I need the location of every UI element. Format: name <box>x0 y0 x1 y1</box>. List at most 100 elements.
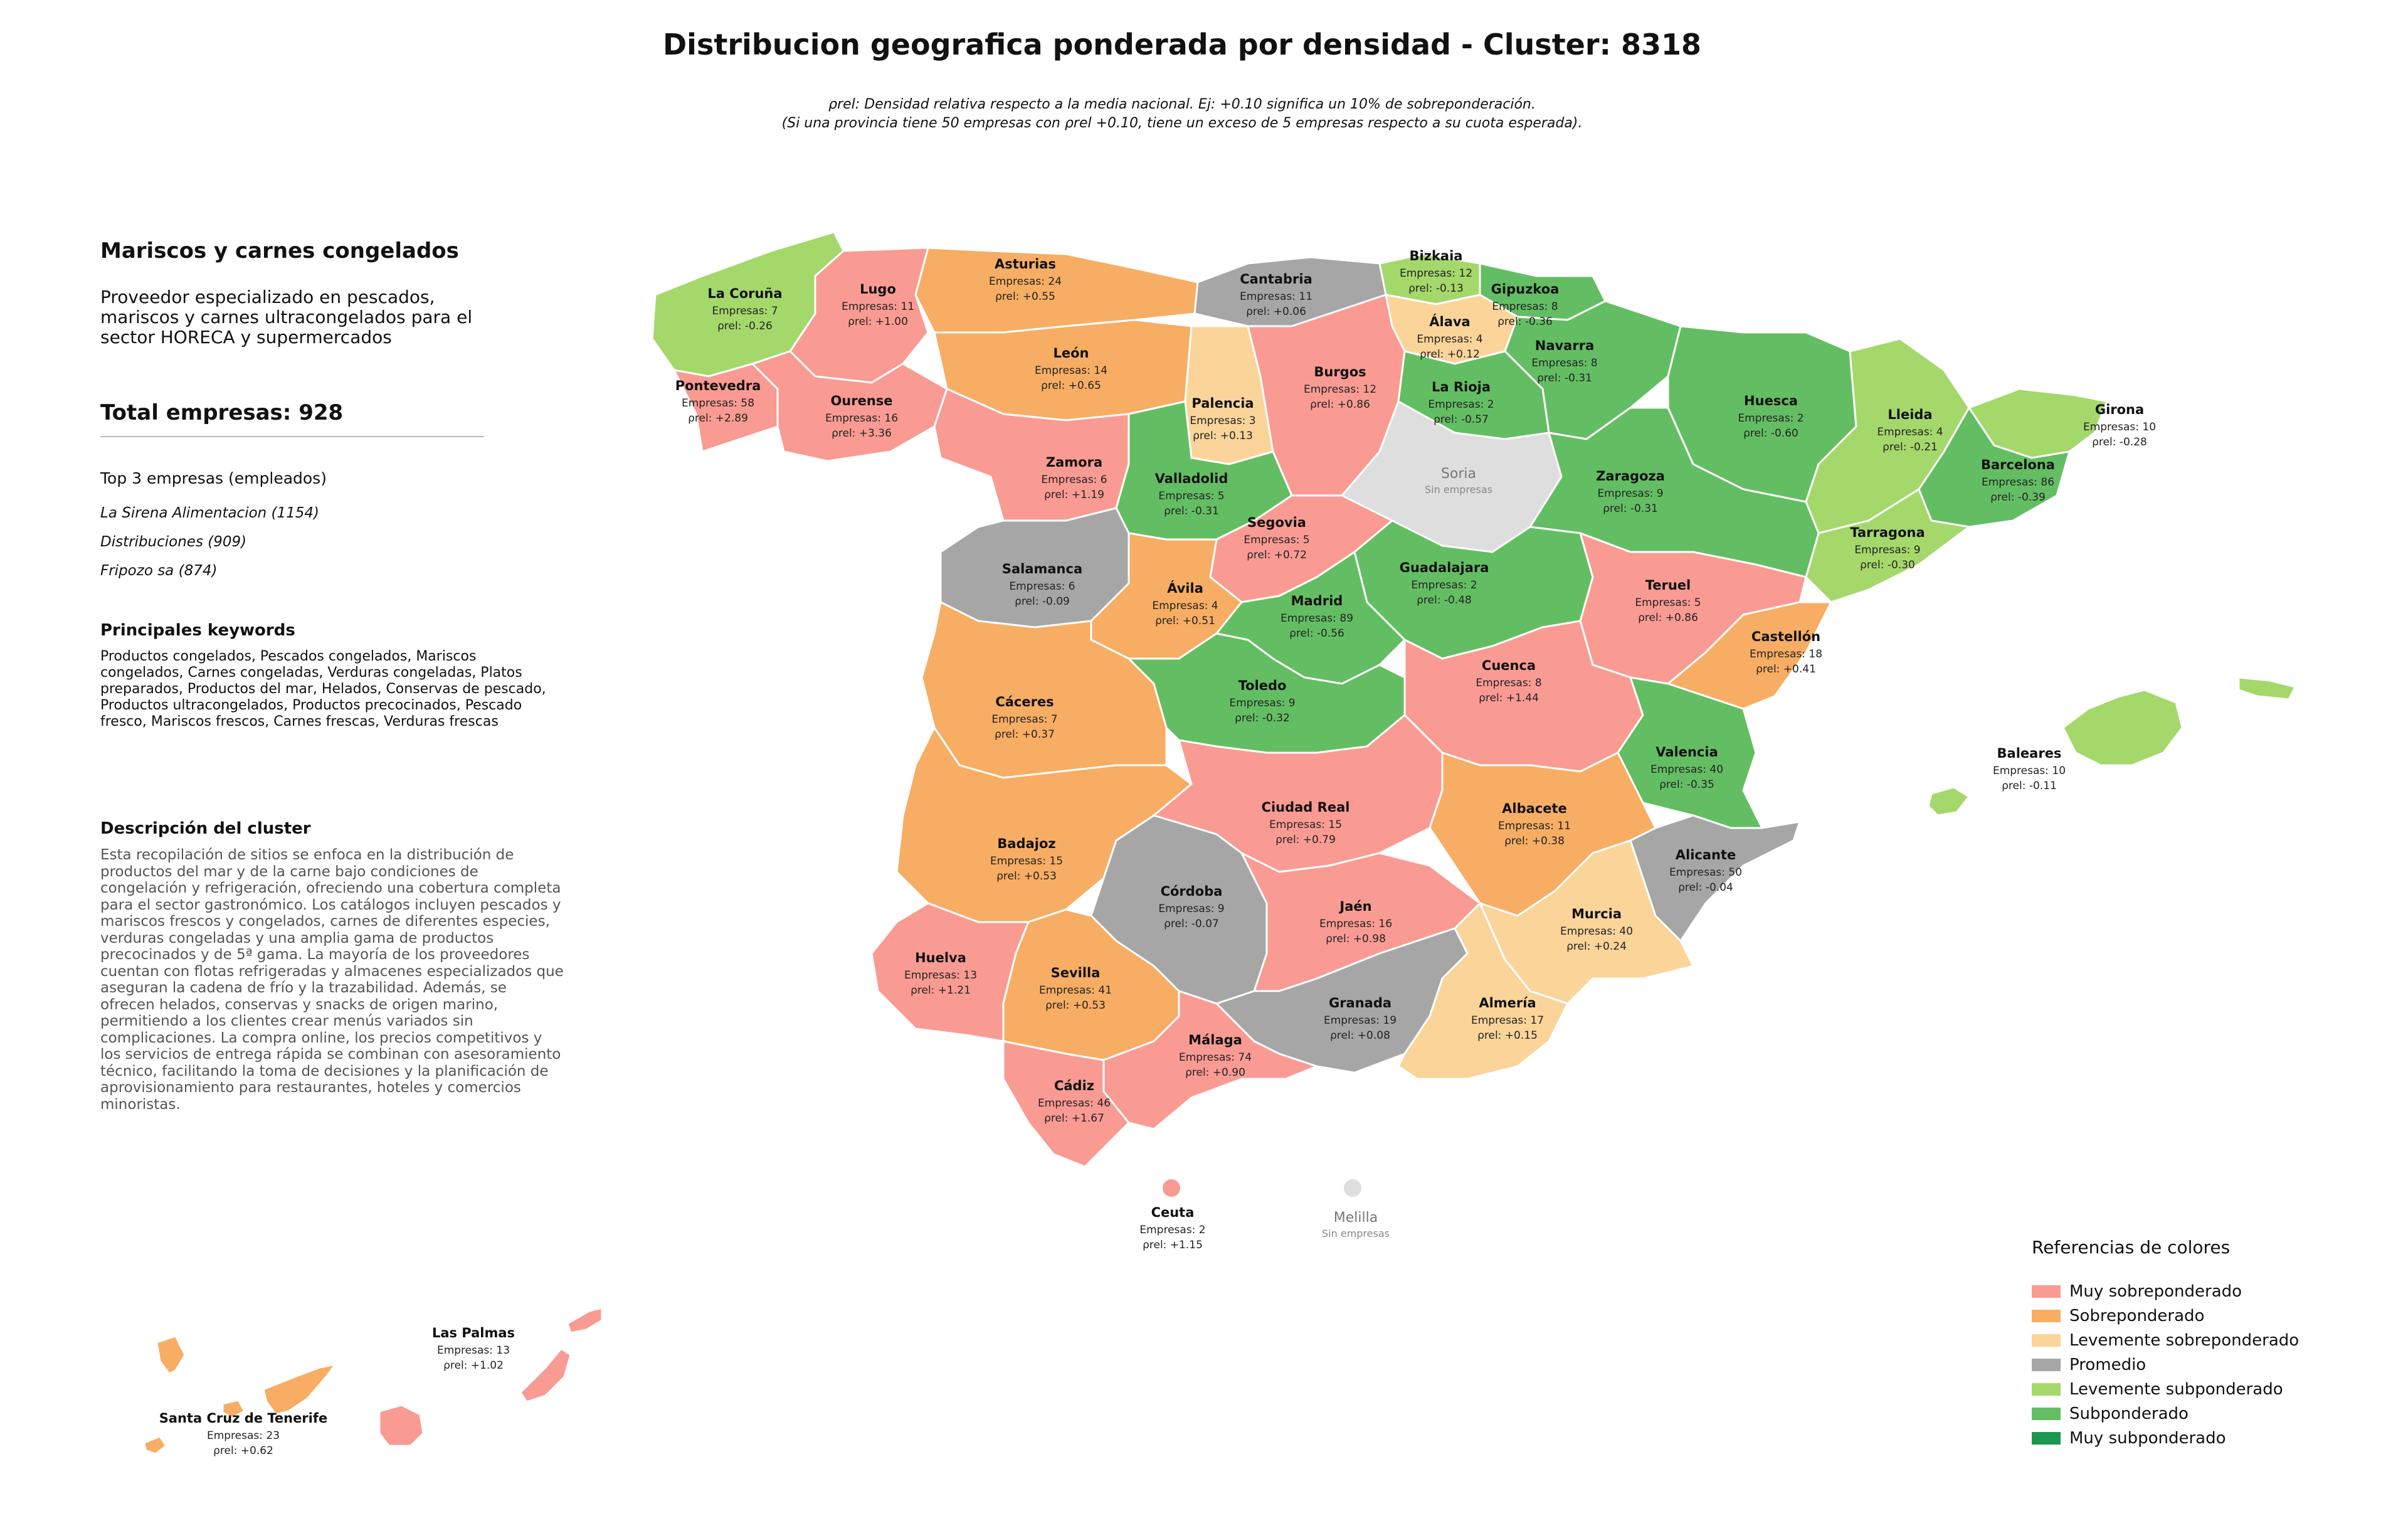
province-rho-asturias: ρrel: +0.55 <box>995 290 1055 303</box>
province-rho-alava: ρrel: +0.12 <box>1420 348 1480 361</box>
province-companies-ciudad-real: Empresas: 15 <box>1269 819 1342 831</box>
province-companies-segovia: Empresas: 5 <box>1244 534 1309 546</box>
province-rho-las-palmas: ρrel: +1.02 <box>443 1359 504 1372</box>
province-rho-murcia: ρrel: +0.24 <box>1566 940 1627 953</box>
province-name-ciudad-real: Ciudad Real <box>1262 800 1350 815</box>
province-companies-valladolid: Empresas: 5 <box>1158 490 1224 502</box>
province-companies-cuenca: Empresas: 8 <box>1476 677 1541 689</box>
province-rho-teruel: ρrel: +0.86 <box>1638 612 1698 624</box>
top-company-2: Distribuciones (909) <box>100 534 247 550</box>
province-name-asturias: Asturias <box>995 257 1056 272</box>
province-name-jaen: Jaén <box>1338 899 1371 914</box>
province-rho-albacete: ρrel: +0.38 <box>1504 835 1565 847</box>
province-shape-almeria[interactable] <box>1397 901 1570 1080</box>
top-companies-title: Top 3 empresas (empleados) <box>100 469 327 487</box>
province-companies-lugo: Empresas: 11 <box>842 300 914 313</box>
province-name-navarra: Navarra <box>1535 338 1595 353</box>
province-name-guadalajara: Guadalajara <box>1400 560 1489 575</box>
province-companies-huelva: Empresas: 13 <box>904 969 977 982</box>
province-name-segovia: Segovia <box>1247 515 1306 530</box>
province-companies-bizkaia: Empresas: 12 <box>1400 267 1472 280</box>
legend-item: Levemente sobreponderado <box>2032 1328 2299 1352</box>
province-companies-alicante: Empresas: 50 <box>1669 866 1742 879</box>
province-name-leon: León <box>1053 346 1089 361</box>
province-name-almeria: Almería <box>1479 995 1536 1011</box>
province-companies-ourense: Empresas: 16 <box>825 412 898 425</box>
province-companies-albacete: Empresas: 11 <box>1498 820 1571 832</box>
province-name-huelva: Huelva <box>915 950 966 965</box>
province-companies-ceuta: Empresas: 2 <box>1139 1224 1205 1236</box>
legend-swatch <box>2032 1407 2061 1420</box>
province-name-palencia: Palencia <box>1191 396 1254 411</box>
province-rho-ceuta: ρrel: +1.15 <box>1143 1239 1203 1251</box>
province-name-avila: Ávila <box>1167 580 1203 596</box>
province-name-baleares: Baleares <box>1997 746 2062 761</box>
province-companies-cordoba: Empresas: 9 <box>1158 903 1224 915</box>
province-name-badajoz: Badajoz <box>997 836 1055 851</box>
province-companies-baleares: Empresas: 10 <box>1993 765 2066 777</box>
province-companies-toledo: Empresas: 9 <box>1229 697 1295 709</box>
province-name-lugo: Lugo <box>860 282 896 297</box>
province-companies-sevilla: Empresas: 41 <box>1039 984 1112 997</box>
province-name-ourense: Ourense <box>830 393 892 408</box>
province-name-huesca: Huesca <box>1744 393 1798 408</box>
province-companies-las-palmas: Empresas: 13 <box>437 1344 510 1357</box>
province-name-zamora: Zamora <box>1046 455 1102 470</box>
province-name-toledo: Toledo <box>1238 678 1287 693</box>
province-companies-palencia: Empresas: 3 <box>1190 415 1255 427</box>
province-companies-badajoz: Empresas: 15 <box>990 855 1063 867</box>
divider <box>100 436 484 437</box>
province-shape-baleares[interactable] <box>1927 676 2297 817</box>
province-name-salamanca: Salamanca <box>1002 561 1082 576</box>
province-companies-zamora: Empresas: 6 <box>1041 474 1107 486</box>
province-companies-teruel: Empresas: 5 <box>1635 597 1701 609</box>
legend-label: Levemente subponderado <box>2069 1379 2283 1399</box>
province-shape-santa-cruz[interactable] <box>143 1335 338 1455</box>
province-companies-madrid: Empresas: 89 <box>1281 612 1353 625</box>
legend-swatch <box>2032 1382 2061 1396</box>
province-companies-alava: Empresas: 4 <box>1417 333 1482 346</box>
legend-item: Promedio <box>2032 1352 2299 1377</box>
province-rho-salamanca: ρrel: -0.09 <box>1015 595 1070 608</box>
keywords-list: Productos congelados, Pescados congelado… <box>100 649 546 730</box>
province-companies-cadiz: Empresas: 46 <box>1038 1097 1111 1110</box>
province-rho-lugo: ρrel: +1.00 <box>848 316 908 328</box>
province-shape-tarragona[interactable] <box>1805 487 1972 603</box>
province-name-malaga: Málaga <box>1188 1032 1242 1048</box>
legend-label: Muy subponderado <box>2069 1428 2226 1448</box>
province-shape-melilla[interactable] <box>1344 1179 1361 1197</box>
province-companies-lleida: Empresas: 4 <box>1877 426 1943 438</box>
province-rho-girona: ρrel: -0.28 <box>2092 436 2147 448</box>
province-companies-leon: Empresas: 14 <box>1035 364 1107 377</box>
province-rho-gipuzkoa: ρrel: -0.36 <box>1497 316 1553 328</box>
legend-item: Subponderado <box>2032 1401 2299 1426</box>
description-text: Esta recopilación de sitios se enfoca en… <box>100 847 564 1113</box>
province-shape-barcelona[interactable] <box>1918 406 2071 528</box>
province-shape-las-palmas[interactable] <box>378 1307 603 1447</box>
density-note-line-2: (Si una provincia tiene 50 empresas con … <box>781 115 1583 131</box>
province-shape-asturias[interactable] <box>914 247 1199 334</box>
province-shape-ceuta[interactable] <box>1163 1179 1180 1197</box>
province-rho-lleida: ρrel: -0.21 <box>1883 441 1938 454</box>
province-rho-jaen: ρrel: +0.98 <box>1326 933 1386 945</box>
province-shape-cadiz[interactable] <box>1002 1040 1131 1168</box>
legend-swatch <box>2032 1285 2061 1298</box>
legend-label: Promedio <box>2069 1355 2147 1374</box>
province-rho-baleares: ρrel: -0.11 <box>2002 780 2057 792</box>
province-companies-murcia: Empresas: 40 <box>1560 925 1633 938</box>
province-rho-zaragoza: ρrel: -0.31 <box>1603 502 1658 515</box>
province-rho-guadalajara: ρrel: -0.48 <box>1417 594 1472 607</box>
province-name-albacete: Albacete <box>1502 801 1567 816</box>
province-name-alicante: Alicante <box>1676 847 1736 862</box>
province-name-ceuta: Ceuta <box>1151 1205 1195 1220</box>
province-rho-granada: ρrel: +0.08 <box>1330 1029 1390 1042</box>
province-rho-segovia: ρrel: +0.72 <box>1247 549 1307 561</box>
province-companies-avila: Empresas: 4 <box>1152 600 1218 612</box>
province-companies-zaragoza: Empresas: 9 <box>1597 487 1663 500</box>
province-companies-santa-cruz-de-tenerife: Empresas: 23 <box>207 1430 280 1442</box>
legend-items: Muy sobreponderado Sobreponderado Levement… <box>2032 1279 2299 1450</box>
province-name-soria: Soria <box>1441 466 1476 482</box>
top-company-1: La Sirena Alimentacion (1154) <box>100 505 320 521</box>
legend-label: Muy sobreponderado <box>2069 1281 2242 1301</box>
